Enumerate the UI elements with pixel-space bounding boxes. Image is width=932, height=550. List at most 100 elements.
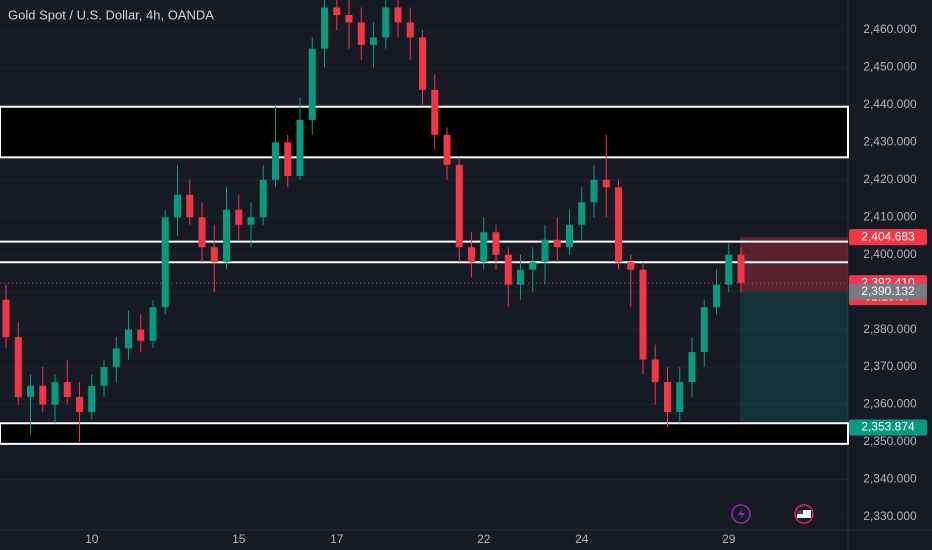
candle-body xyxy=(223,209,230,263)
candle-body xyxy=(566,224,573,248)
candle-body xyxy=(443,134,451,165)
candle-body xyxy=(149,307,157,341)
candle-body xyxy=(688,352,696,383)
x-tick-label: 15 xyxy=(232,532,246,546)
zone xyxy=(0,105,849,159)
candle-body xyxy=(370,37,377,45)
candle-body xyxy=(700,307,708,353)
candle-body xyxy=(517,269,524,285)
price-tag xyxy=(849,229,927,246)
zone xyxy=(0,422,849,445)
y-tick-label: 2,430.000 xyxy=(863,135,917,149)
candle-body xyxy=(100,367,108,386)
candle-body xyxy=(321,7,328,49)
candle-body xyxy=(112,348,120,368)
candle-body xyxy=(639,269,647,360)
y-tick-label: 2,350.000 xyxy=(863,434,917,448)
candle-body xyxy=(247,217,255,225)
flag-glyph xyxy=(797,510,811,518)
candle-body xyxy=(504,254,512,285)
flag-canton xyxy=(797,510,803,514)
lightning-icon xyxy=(731,504,751,524)
candle-body xyxy=(394,7,402,23)
candle-body xyxy=(492,232,500,255)
price-tag xyxy=(849,419,927,436)
candle-body xyxy=(259,179,267,218)
candle-body xyxy=(725,254,733,285)
candle-body xyxy=(137,329,145,341)
candle-body xyxy=(296,119,304,177)
y-tick-label: 2,410.000 xyxy=(863,209,917,223)
stop-zone xyxy=(740,237,848,292)
candle-body xyxy=(541,239,549,263)
candle-body xyxy=(14,337,22,398)
candle-body xyxy=(737,254,745,284)
candle-body xyxy=(2,299,10,338)
candle-body xyxy=(88,385,96,413)
x-tick-label: 10 xyxy=(85,532,99,546)
candle-body xyxy=(529,262,537,270)
price-tag-label: 2,353.874 xyxy=(861,420,915,434)
y-tick-label: 2,460.000 xyxy=(863,22,917,36)
y-tick-label: 2,400.000 xyxy=(863,247,917,261)
y-tick-label: 2,420.000 xyxy=(863,172,917,186)
y-tick-label: 2,360.000 xyxy=(863,397,917,411)
y-tick-label: 2,380.000 xyxy=(863,322,917,336)
candle-body xyxy=(235,209,243,225)
candle-body xyxy=(125,329,132,349)
candle-body xyxy=(174,194,181,218)
y-tick-label: 2,440.000 xyxy=(863,97,917,111)
candle-body xyxy=(198,217,206,248)
candle-body xyxy=(382,7,390,38)
candle-body xyxy=(615,187,622,263)
candle-body xyxy=(284,142,292,177)
candle-body xyxy=(345,14,353,23)
candle-body xyxy=(27,385,34,398)
candle-body xyxy=(406,22,414,38)
candle-body xyxy=(308,48,316,120)
candle-body xyxy=(210,247,218,263)
candle-body xyxy=(63,382,71,398)
price-tag xyxy=(849,283,927,300)
flag-icon xyxy=(794,504,814,524)
candle-body xyxy=(676,382,684,413)
candle-body xyxy=(419,37,426,90)
candle-body xyxy=(602,179,610,188)
x-tick-label: 24 xyxy=(575,532,589,546)
candle-body xyxy=(455,164,463,248)
candle-body xyxy=(333,7,341,15)
candle-body xyxy=(161,217,169,308)
candle-body xyxy=(713,284,720,308)
target-zone xyxy=(740,291,848,428)
candle-body xyxy=(578,202,586,225)
price-tag-label: 2,390.132 xyxy=(861,284,915,298)
x-tick-label: 29 xyxy=(722,532,736,546)
lightning-glyph xyxy=(738,508,745,520)
candle-body xyxy=(651,359,659,383)
candle-body xyxy=(664,382,671,413)
candle-body xyxy=(468,247,475,263)
candle-body xyxy=(480,232,488,263)
chart-title: Gold Spot / U.S. Dollar, 4h, OANDA xyxy=(8,7,214,22)
candle-body xyxy=(186,194,194,218)
candle-body xyxy=(39,385,47,405)
candle-body xyxy=(553,239,561,248)
x-tick-label: 17 xyxy=(330,532,344,546)
y-tick-label: 2,370.000 xyxy=(863,359,917,373)
candle-body xyxy=(272,142,279,180)
candle-body xyxy=(627,262,635,270)
x-tick-label: 22 xyxy=(477,532,491,546)
event-icons xyxy=(731,504,814,524)
candle-body xyxy=(431,89,439,135)
candle-body xyxy=(357,22,365,45)
candle-body xyxy=(590,179,598,203)
y-tick-label: 2,340.000 xyxy=(863,472,917,486)
y-tick-label: 2,450.000 xyxy=(863,60,917,74)
y-tick-label: 2,330.000 xyxy=(863,509,917,523)
candle-body xyxy=(51,382,59,405)
candle-body xyxy=(76,397,83,413)
price-tag-label: 2,404.683 xyxy=(861,229,915,243)
